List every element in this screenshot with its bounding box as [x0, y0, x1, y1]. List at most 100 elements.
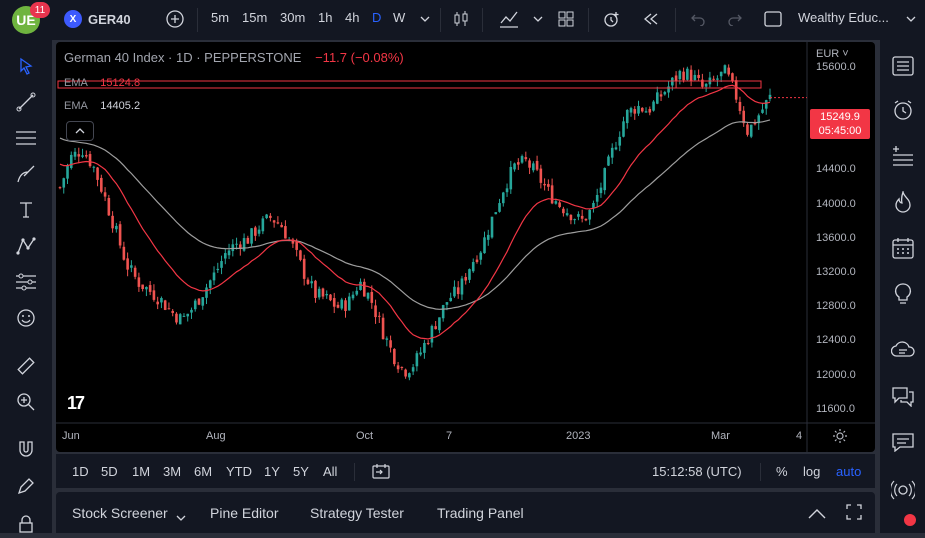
chevron-down-icon[interactable] [414, 8, 436, 30]
emoji-icon[interactable] [12, 304, 40, 332]
candle-body [565, 213, 569, 216]
chevron-up-icon[interactable] [808, 506, 826, 524]
ema-slow-legend[interactable]: EMA 14405.2 [64, 100, 140, 112]
compare-add-icon[interactable] [164, 8, 186, 30]
undo-icon[interactable] [687, 8, 709, 30]
candle-body [674, 75, 678, 82]
tab-stock-screener[interactable]: Stock Screener [72, 505, 168, 521]
last-price-value: 15249.9 [820, 111, 860, 123]
candle-body [325, 294, 329, 296]
tab-pine-editor[interactable]: Pine Editor [210, 505, 279, 521]
candle-body [415, 353, 419, 367]
data-window-icon[interactable] [889, 142, 917, 170]
interval-w[interactable]: W [393, 10, 406, 25]
currency-selector[interactable]: EUR ˅ [816, 48, 849, 60]
chevron-down-icon[interactable] [900, 8, 922, 30]
candle-body [404, 369, 407, 377]
range-5y[interactable]: 5Y [293, 464, 309, 479]
alarm-clock-icon[interactable] [889, 96, 917, 124]
tab-trading-panel[interactable]: Trading Panel [437, 505, 524, 521]
calendar-icon[interactable] [889, 234, 917, 262]
lock-icon[interactable] [12, 510, 40, 538]
range-ytd[interactable]: YTD [226, 464, 252, 479]
magnet-icon[interactable] [12, 436, 40, 464]
auto-toggle[interactable]: auto [836, 464, 862, 479]
interval-1h[interactable]: 1h [318, 10, 333, 25]
range-3m[interactable]: 3M [163, 464, 182, 479]
layout-grid-icon[interactable] [555, 8, 577, 30]
candle-body [175, 313, 178, 323]
candle-body [648, 108, 652, 113]
pencil-lock-icon[interactable] [12, 472, 40, 500]
candle-body [456, 287, 460, 295]
candle-body [103, 192, 107, 197]
interval-4h[interactable]: 4h [345, 10, 360, 25]
cursor-icon[interactable] [12, 52, 40, 80]
interval-15m[interactable]: 15m [242, 10, 268, 25]
hotlist-fire-icon[interactable] [889, 188, 917, 216]
candle-body [190, 309, 193, 313]
indicators-icon[interactable] [498, 8, 520, 30]
brush-icon[interactable] [12, 160, 40, 188]
tradingview-logo[interactable]: 17 [67, 393, 85, 413]
candle-body [483, 237, 486, 254]
candle-body [201, 297, 205, 306]
candle-body [69, 154, 73, 168]
candle-body [107, 198, 111, 216]
candle-body [385, 338, 389, 340]
ruler-icon[interactable] [12, 352, 40, 380]
candle-body [486, 234, 490, 240]
messages-icon[interactable] [889, 382, 917, 410]
redo-icon[interactable] [724, 8, 746, 30]
pattern-icon[interactable] [12, 232, 40, 260]
symbol-search-button[interactable]: X GER40 [64, 10, 131, 28]
interval-5m[interactable]: 5m [211, 10, 230, 25]
candle-body [599, 187, 603, 194]
utc-clock[interactable]: 15:12:58 (UTC) [652, 464, 742, 479]
range-all[interactable]: All [323, 464, 338, 479]
chart-settings-gear-icon[interactable] [832, 428, 848, 447]
percent-toggle[interactable]: % [776, 464, 788, 479]
chat-cloud-icon[interactable] [889, 336, 917, 364]
layout-checkbox-icon[interactable] [762, 8, 784, 30]
ema-fast-value: 15124.8 [100, 77, 141, 89]
chat-icon[interactable] [889, 428, 917, 456]
text-icon[interactable] [12, 196, 40, 224]
candle-body [73, 151, 77, 157]
range-6m[interactable]: 6M [194, 464, 213, 479]
layout-name[interactable]: Wealthy Educ... [798, 10, 889, 25]
legend-collapse-button[interactable] [66, 121, 94, 141]
ema-fast-legend[interactable]: EMA 15124.8 [64, 77, 140, 89]
price-chart[interactable] [56, 42, 875, 452]
candle-body [235, 243, 238, 245]
candles-icon[interactable] [450, 8, 472, 30]
interval-30m[interactable]: 30m [280, 10, 306, 25]
chevron-down-icon[interactable] [527, 8, 549, 30]
zoom-in-icon[interactable] [12, 388, 40, 416]
tab-strategy-tester[interactable]: Strategy Tester [310, 505, 404, 521]
candle-body [749, 124, 753, 137]
interval-d[interactable]: D [372, 10, 382, 25]
price-axis-label: 14400.0 [816, 163, 856, 176]
range-1m[interactable]: 1M [132, 464, 151, 479]
fib-retracement-icon[interactable] [12, 124, 40, 152]
maximize-icon[interactable] [846, 504, 862, 525]
replay-icon[interactable] [640, 8, 662, 30]
range-5d[interactable]: 5D [101, 464, 118, 479]
streams-icon[interactable] [889, 476, 917, 504]
watchlist-icon[interactable] [889, 52, 917, 80]
log-toggle[interactable]: log [803, 464, 821, 479]
candle-body [212, 272, 216, 281]
chart-pane[interactable] [56, 42, 875, 452]
range-1y[interactable]: 1Y [264, 464, 280, 479]
forecast-icon[interactable] [12, 268, 40, 296]
ideas-lightbulb-icon[interactable] [889, 280, 917, 308]
candle-body [689, 69, 693, 82]
trend-line-icon[interactable] [12, 88, 40, 116]
goto-date-icon[interactable] [372, 463, 390, 484]
candle-body [317, 288, 321, 298]
range-1d[interactable]: 1D [72, 464, 89, 479]
chevron-down-icon[interactable] [176, 508, 186, 526]
candle-body [633, 109, 637, 114]
alert-add-icon[interactable] [601, 8, 623, 30]
